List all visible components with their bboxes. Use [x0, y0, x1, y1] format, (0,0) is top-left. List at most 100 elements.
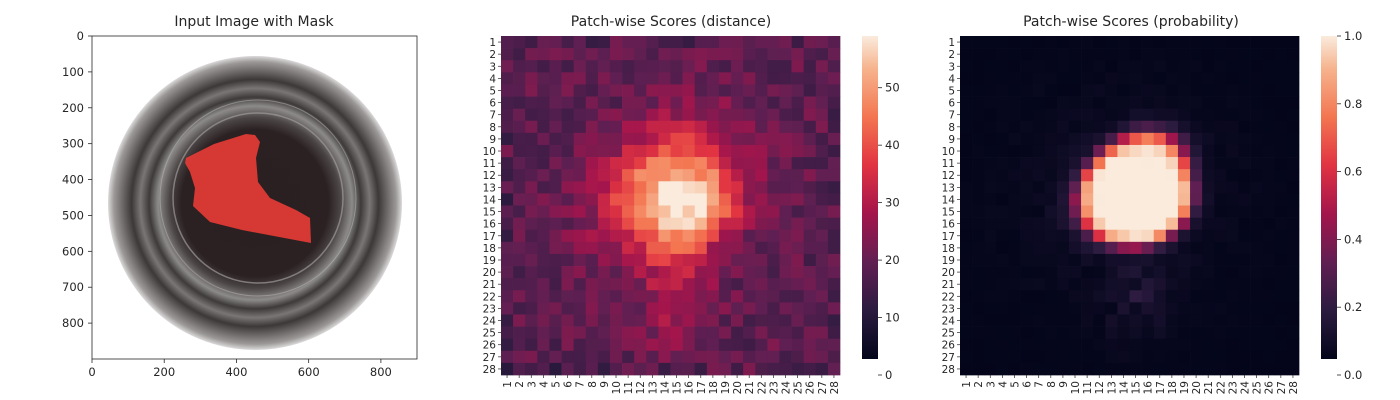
heatmap-cell — [549, 169, 562, 182]
heatmap-cell — [1274, 326, 1288, 340]
heatmap-cell — [972, 157, 985, 170]
heatmap-cell — [1008, 144, 1021, 158]
heatmap-cell — [1008, 302, 1021, 315]
heatmap-cell — [658, 314, 671, 327]
heatmap-cell — [779, 253, 792, 267]
heatmap-cell — [670, 193, 683, 206]
heatmap-cell — [1044, 266, 1058, 279]
heatmap-cell — [1202, 96, 1215, 109]
heatmap-cell — [1008, 60, 1021, 73]
heatmap-cell — [803, 120, 817, 134]
heatmap-cell — [1105, 36, 1118, 49]
heatmap-cell — [731, 181, 744, 194]
heatmap-cell — [646, 326, 659, 340]
heatmap-cell — [1202, 362, 1215, 376]
heatmap-cell — [996, 72, 1009, 85]
heatmap-cell — [585, 205, 599, 218]
heatmap-cell — [743, 60, 756, 73]
heatmap-cell — [1032, 314, 1046, 327]
heatmap-cell — [609, 205, 623, 218]
colorbar-tick-label: 0.6 — [1344, 165, 1362, 179]
heatmap-cell — [549, 36, 562, 49]
heatmap-cell — [622, 36, 635, 49]
y-tick-label: 16 — [483, 219, 497, 231]
heatmap-cell — [1032, 132, 1046, 146]
heatmap-cell — [1056, 108, 1070, 122]
x-tick-label: 4 — [997, 381, 1009, 388]
colorbar-tick-label: 40 — [885, 138, 900, 152]
heatmap-cell — [1020, 132, 1033, 146]
colorbar-tick-label: 0.4 — [1344, 232, 1362, 246]
heatmap-cell — [622, 120, 635, 134]
y-tick-label: 300 — [62, 137, 84, 151]
heatmap-cell — [984, 205, 997, 218]
heatmap-cell — [561, 241, 574, 255]
heatmap-cell — [622, 362, 635, 376]
distance-heatmap-cells — [501, 36, 841, 376]
heatmap-cell — [767, 181, 780, 194]
probability-x-axis: 1 2 3 4 5 6 7 8 9 10 11 12 13 14 15 16 17 18 19 20 21 22 23 24 2… — [961, 375, 1300, 394]
y-tick-label: 10 — [942, 146, 955, 158]
heatmap-cell — [537, 266, 550, 279]
heatmap-cell — [996, 157, 1009, 170]
heatmap-cell — [1286, 120, 1300, 134]
y-tick-label: 22 — [483, 291, 496, 303]
heatmap-cell — [1190, 36, 1203, 49]
heatmap-cell — [622, 338, 635, 352]
heatmap-cell — [1165, 181, 1179, 194]
heatmap-cell — [791, 120, 805, 134]
heatmap-cell — [755, 290, 768, 303]
heatmap-cell — [549, 157, 562, 170]
heatmap-cell — [1129, 338, 1142, 352]
heatmap-cell — [1032, 205, 1046, 218]
heatmap-cell — [1190, 278, 1203, 291]
heatmap-cell — [525, 120, 538, 134]
heatmap-cell — [706, 290, 720, 303]
heatmap-cell — [960, 205, 973, 218]
heatmap-cell — [585, 96, 599, 109]
heatmap-cell — [597, 60, 611, 73]
x-tick-label: 200 — [153, 365, 175, 379]
heatmap-cell — [525, 169, 538, 182]
heatmap-cell — [731, 229, 744, 243]
heatmap-cell — [1068, 338, 1082, 352]
heatmap-cell — [1129, 36, 1142, 49]
heatmap-cell — [1068, 326, 1082, 340]
heatmap-cell — [1177, 157, 1191, 170]
heatmap-cell — [501, 290, 514, 303]
heatmap-cell — [537, 84, 550, 97]
x-tick-label: 1 — [502, 381, 514, 388]
heatmap-cell — [1020, 278, 1033, 291]
heatmap-cell — [682, 241, 696, 255]
heatmap-cell — [670, 132, 683, 146]
heatmap-cell — [1068, 144, 1082, 158]
heatmap-cell — [1129, 108, 1142, 122]
heatmap-cell — [1093, 350, 1106, 364]
heatmap-cell — [1020, 84, 1033, 97]
heatmap-cell — [827, 302, 841, 315]
heatmap-cell — [1044, 60, 1058, 73]
heatmap-cell — [1093, 60, 1106, 73]
heatmap-cell — [1262, 84, 1276, 97]
heatmap-cell — [984, 314, 997, 327]
heatmap-cell — [1141, 60, 1155, 73]
heatmap-cell — [960, 278, 973, 291]
heatmap-cell — [996, 193, 1009, 206]
x-tick-label: 11 — [1082, 381, 1094, 394]
heatmap-cell — [658, 253, 671, 267]
heatmap-cell — [609, 326, 623, 340]
heatmap-cell — [609, 241, 623, 255]
heatmap-cell — [1020, 72, 1033, 85]
heatmap-cell — [585, 350, 599, 364]
heatmap-cell — [585, 241, 599, 255]
heatmap-cell — [1068, 193, 1082, 206]
heatmap-cell — [658, 278, 671, 291]
heatmap-cell — [1226, 350, 1239, 364]
heatmap-cell — [815, 290, 829, 303]
heatmap-cell — [972, 132, 985, 146]
heatmap-cell — [1081, 241, 1094, 255]
heatmap-cell — [1214, 72, 1227, 85]
heatmap-cell — [537, 60, 550, 73]
heatmap-cell — [827, 326, 841, 340]
heatmap-cell — [537, 229, 550, 243]
